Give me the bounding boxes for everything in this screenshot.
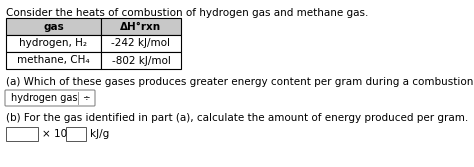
- Text: ÷: ÷: [82, 94, 90, 103]
- Text: methane, CH₄: methane, CH₄: [17, 55, 90, 65]
- Bar: [101, 35, 181, 52]
- Text: (b) For the gas identified in part (a), calculate the amount of energy produced : (b) For the gas identified in part (a), …: [6, 113, 468, 123]
- Bar: [101, 18, 181, 35]
- Text: ΔH°rxn: ΔH°rxn: [120, 22, 162, 32]
- Bar: [6, 127, 38, 141]
- Bar: [6, 18, 101, 35]
- FancyBboxPatch shape: [5, 90, 95, 106]
- Text: × 10: × 10: [42, 129, 67, 139]
- Bar: [101, 52, 181, 69]
- Text: hydrogen gas: hydrogen gas: [11, 93, 78, 103]
- Text: -802 kJ/mol: -802 kJ/mol: [111, 55, 171, 65]
- Text: (a) Which of these gases produces greater energy content per gram during a combu: (a) Which of these gases produces greate…: [6, 77, 474, 87]
- Bar: [6, 35, 101, 52]
- Text: gas: gas: [43, 22, 64, 32]
- Bar: [66, 127, 86, 141]
- Bar: [6, 52, 101, 69]
- Text: -242 kJ/mol: -242 kJ/mol: [111, 39, 171, 48]
- Text: hydrogen, H₂: hydrogen, H₂: [19, 39, 88, 48]
- Text: kJ/g: kJ/g: [90, 129, 109, 139]
- Text: Consider the heats of combustion of hydrogen gas and methane gas.: Consider the heats of combustion of hydr…: [6, 8, 368, 18]
